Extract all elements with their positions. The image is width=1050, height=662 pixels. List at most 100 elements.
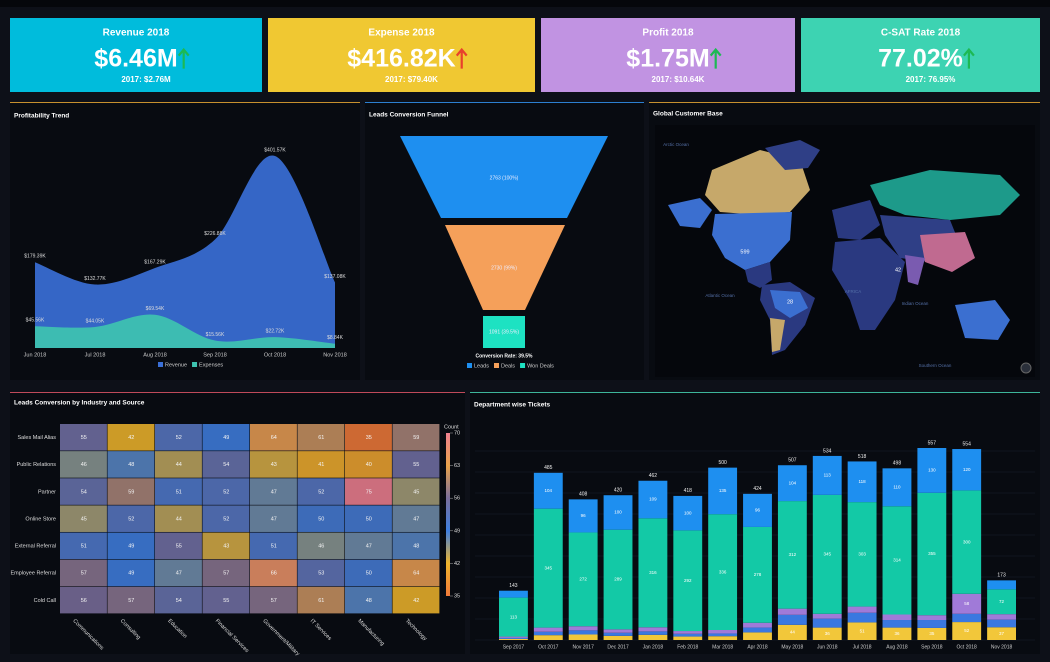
x-tick-label: Oct 2018: [264, 352, 286, 358]
bar-segment: [499, 636, 528, 638]
cell-label: 57: [81, 571, 87, 577]
colorbar-tick-label: 42: [454, 561, 460, 567]
cell-label: 75: [366, 489, 372, 495]
trend-arrow: [455, 47, 468, 69]
cell-label: 57: [128, 598, 134, 604]
bar-segment: [743, 493, 772, 527]
legend-swatch[interactable]: [158, 362, 163, 367]
data-label: 1091 (39.5%): [489, 329, 519, 335]
cell-label: 50: [318, 516, 324, 522]
region: [955, 300, 1010, 340]
x-tick-label: Jul 2018: [853, 644, 872, 650]
bar-segment: [917, 448, 947, 493]
cell-label: 52: [318, 489, 324, 495]
data-label: 312: [789, 552, 797, 557]
heatmap-cell: [202, 586, 250, 614]
legend-swatch[interactable]: [494, 363, 499, 368]
legend-label: Revenue: [165, 362, 187, 368]
region: [668, 198, 712, 228]
bar-segment: [673, 495, 703, 531]
data-label: $45.56K: [26, 318, 45, 324]
region-value: 28: [787, 299, 793, 305]
cell-label: 45: [81, 516, 87, 522]
bar-segment: [603, 495, 633, 530]
cell-label: 44: [176, 516, 182, 522]
data-label: 72: [999, 599, 1005, 604]
total-label: 424: [753, 486, 762, 492]
heatmap-cell: [250, 532, 297, 560]
data-label: 58: [964, 601, 970, 606]
x-tick-label: Nov 2017: [572, 644, 594, 650]
bar-segment: [812, 455, 842, 495]
heatmap-cell: [250, 586, 297, 614]
colorbar-tick-label: 56: [454, 496, 460, 502]
heatmap-cell: [155, 424, 202, 451]
data-label: 110: [893, 484, 901, 489]
data-label: $167.29K: [144, 259, 166, 265]
bar-segment: [882, 614, 912, 621]
funnel-stage: [400, 136, 608, 218]
data-label: 96: [755, 508, 761, 513]
heatmap-cell: [202, 532, 250, 560]
heatmap-cell: [155, 505, 202, 532]
bar-segment: [812, 627, 842, 640]
bar-segment: [743, 526, 772, 623]
x-tick-label: Oct 2017: [538, 644, 559, 650]
data-label: $69.54K: [146, 306, 165, 312]
trend-arrow: [709, 47, 722, 69]
legend-swatch[interactable]: [192, 362, 198, 367]
chart-title: Department wise Tickets: [474, 402, 550, 409]
kpi-card: [268, 18, 535, 92]
data-label: 100: [684, 510, 692, 515]
total-label: 554: [963, 441, 972, 447]
data-label: 44: [790, 630, 796, 635]
cell-label: 47: [366, 544, 372, 550]
trend-arrow: [963, 47, 975, 69]
map-control[interactable]: [1020, 362, 1032, 374]
region: [712, 212, 792, 270]
cell-label: 43: [223, 544, 229, 550]
kpi-title: C-SAT Rate 2018: [881, 28, 961, 39]
cell-label: 61: [318, 435, 324, 441]
bar-segment: [777, 614, 807, 625]
data-label: 345: [545, 565, 553, 570]
data-label: $132.77K: [84, 276, 106, 282]
data-label: 289: [614, 577, 622, 582]
bar-segment: [952, 593, 982, 614]
cell-label: 48: [366, 598, 372, 604]
data-label: 96: [581, 513, 587, 518]
bar-segment: [743, 632, 772, 640]
funnel-stage: [483, 316, 525, 348]
total-label: 173: [997, 573, 1006, 579]
x-tick-label: Jul 2018: [85, 352, 106, 358]
chart-title: Global Customer Base: [653, 111, 723, 118]
region: [832, 238, 905, 330]
x-tick-label: Nov 2018: [323, 352, 347, 358]
cell-label: 52: [176, 435, 182, 441]
cell-label: 61: [318, 598, 324, 604]
heatmap-cell: [392, 424, 440, 451]
heatmap-cell: [202, 451, 250, 478]
bar-segment: [708, 514, 738, 631]
heatmap-cell: [107, 451, 155, 478]
x-tick-label: Jan 2018: [643, 644, 664, 650]
heatmap-cell: [297, 424, 345, 451]
legend-swatch[interactable]: [520, 363, 526, 368]
legend-label: Leads: [474, 363, 489, 369]
x-tick-label: May 2018: [781, 644, 803, 650]
bar-segment: [952, 613, 982, 623]
legend-swatch[interactable]: [467, 363, 472, 368]
bar-segment: [847, 606, 877, 613]
heatmap-cell: [107, 478, 155, 505]
row-label: External Referral: [15, 544, 56, 550]
cell-label: 49: [223, 435, 229, 441]
x-tick-label: Jun 2018: [24, 352, 47, 358]
data-label: 36: [825, 631, 831, 636]
x-tick-label: Sep 2017: [503, 644, 525, 650]
bar-segment: [917, 615, 947, 621]
data-label: $137.08K: [324, 274, 346, 280]
kpi-previous: 2017: $10.64K: [652, 75, 705, 84]
bar-segment: [952, 449, 982, 491]
x-tick-label: Sep 2018: [203, 352, 227, 358]
data-label: 355: [928, 551, 936, 556]
